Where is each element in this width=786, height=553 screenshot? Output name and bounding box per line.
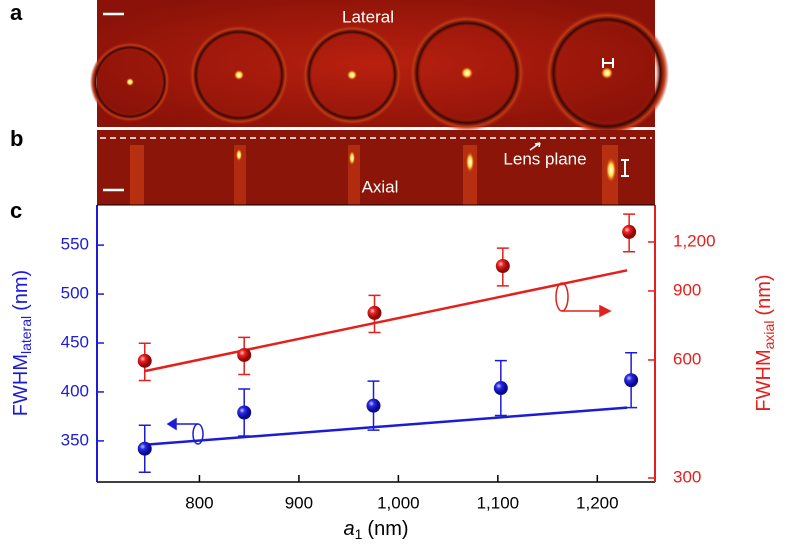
x-axis-label-part: a	[343, 518, 354, 540]
panel-title: Lateral	[342, 7, 394, 26]
y-axis-label: FWHMlateral (nm)	[10, 270, 33, 416]
panel-label: b	[10, 126, 23, 151]
panel-a-image	[90, 0, 669, 135]
data-point	[137, 353, 152, 368]
y2-axis-label-part: (nm)	[753, 274, 775, 315]
panel-label: a	[10, 0, 23, 25]
data-point	[624, 373, 639, 388]
y2-axis-label-part: FWHM	[753, 349, 775, 411]
y-tick-label: 350	[61, 430, 89, 449]
y-tick-label: 500	[61, 284, 89, 303]
y2-axis-label: FWHMaxial (nm)	[753, 274, 776, 411]
data-point	[367, 305, 382, 320]
y2-tick-label: 600	[673, 349, 701, 368]
x-tick-label: 900	[285, 493, 313, 512]
axis-indicator	[166, 417, 198, 431]
x-axis-label-part: 1	[355, 526, 363, 542]
data-point	[493, 381, 508, 396]
y-tick-label: 400	[61, 381, 89, 400]
data-point	[237, 347, 252, 362]
x-tick-label: 1,000	[377, 493, 420, 512]
x-axis-label: a1 (nm)	[343, 518, 408, 541]
data-point	[622, 224, 637, 239]
axis-indicator	[562, 304, 612, 318]
x-tick-label: 1,200	[576, 493, 619, 512]
data-point	[495, 259, 510, 274]
fit-line	[144, 269, 628, 373]
y-axis-label-part: lateral	[18, 316, 34, 354]
x-tick-label: 800	[185, 493, 213, 512]
annotation: Lens plane	[503, 149, 586, 168]
axis-indicator	[555, 282, 569, 312]
data-point	[366, 398, 381, 413]
y2-axis-label-part: axial	[761, 321, 777, 350]
data-point	[237, 405, 252, 420]
y-axis-label-part: FWHM	[10, 354, 32, 416]
panel-label: c	[10, 198, 22, 223]
y2-tick-label: 900	[673, 280, 701, 299]
x-tick-label: 1,100	[477, 493, 520, 512]
panel-title: Axial	[362, 177, 399, 196]
data-point	[137, 441, 152, 456]
panel-b-image	[97, 130, 655, 205]
y2-tick-label: 300	[673, 467, 701, 486]
y2-tick-label: 1,200	[673, 231, 716, 250]
fit-line	[144, 406, 628, 447]
y-tick-label: 450	[61, 332, 89, 351]
y-tick-label: 550	[61, 235, 89, 254]
x-axis-label-part: (nm)	[367, 518, 408, 540]
y-axis-label-part: (nm)	[10, 270, 32, 311]
